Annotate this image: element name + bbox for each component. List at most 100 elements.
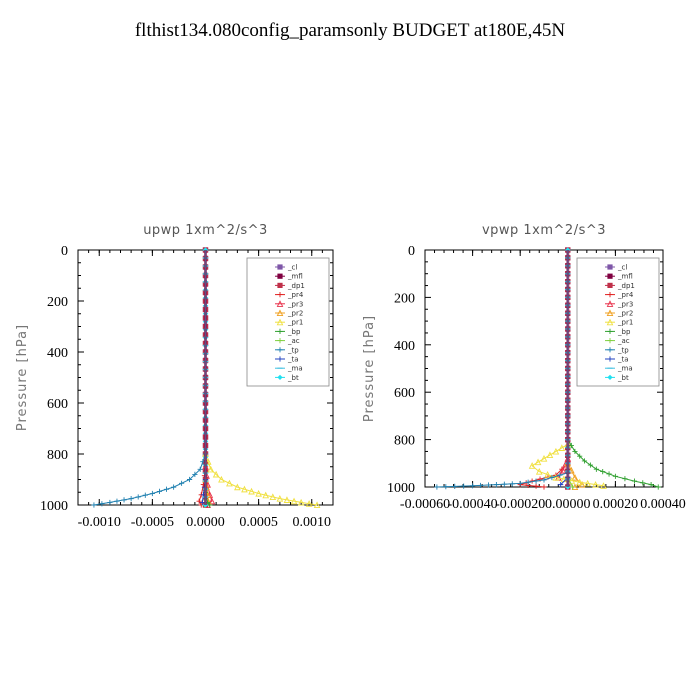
data-point [297,498,305,506]
data-point [525,479,531,485]
data-point [569,484,576,490]
data-point [587,462,594,468]
data-point [571,473,579,481]
data-point [631,478,638,484]
series-tp [434,470,571,490]
data-point [546,451,554,459]
data-point [135,494,141,500]
legend-marker [277,347,283,353]
data-point [577,453,583,459]
y-tick-label: 200 [394,291,415,306]
data-point [593,466,599,472]
data-point [549,474,555,481]
x-tick-label: -0.00020 [495,497,545,512]
data-point [552,447,560,455]
data-point [648,482,654,488]
data-point [533,478,539,484]
legend-label: _bp [617,328,631,336]
legend-label: _pr1 [617,319,633,327]
data-point [540,454,548,462]
chart-panel-1: upwp 1xm^2/s^3 Pressure [hPa] 0 200 400 600 80… [15,223,334,530]
x-tick-label: 0.0000 [186,515,225,530]
legend-label: _bp [287,328,301,336]
legend-label: _pr4 [617,291,634,299]
data-point [606,471,612,477]
data-point [114,498,120,504]
data-point [541,484,547,490]
data-point [276,495,284,502]
data-point [156,488,163,494]
data-point [612,473,618,479]
data-point [528,462,536,469]
data-point [234,483,241,491]
legend-item: _tp [605,346,629,354]
data-point [99,501,105,507]
data-point [212,470,220,478]
y-axis-label: Pressure [hPa] [15,324,30,431]
legend-marker [277,292,283,298]
data-point [568,442,574,449]
data-point [533,483,539,489]
data-point [584,479,591,487]
legend-item: _pr3 [605,300,633,308]
legend-marker [606,318,614,326]
data-point [568,477,576,484]
legend-label: _pr1 [287,319,303,327]
legend-label: _bt [617,374,629,382]
legend-item: _bp [605,328,631,336]
legend-label: _cl [287,264,297,272]
y-axis-label: Pressure [hPa] [362,315,377,422]
data-point [534,458,542,466]
legend-label: _mfl [287,273,303,281]
legend-item: _dp1 [275,282,305,290]
x-tick-label: 0.0010 [293,515,332,530]
legend-label: _pr2 [287,310,303,318]
legend-item: _tp [275,346,299,354]
legend-marker [607,264,613,270]
legend-item: _pr3 [275,300,303,308]
data-point [552,473,560,481]
y-tick-label: 800 [47,448,68,463]
legend-item: _pr4 [275,291,304,299]
x-tick-label: 0.0005 [239,515,278,530]
legend-label: _ac [287,337,300,345]
legend-item: _bt [605,374,629,382]
legend-label: _ma [617,365,633,373]
legend-label: _ac [617,337,630,345]
data-point [581,458,588,464]
data-point [197,466,203,472]
legend-label: _pr2 [617,310,633,318]
y-tick-label: 200 [47,295,68,310]
data-point [196,498,202,504]
data-point [477,482,484,489]
legend-label: _ta [287,356,299,364]
data-point [255,489,262,497]
legend-marker [277,374,283,380]
data-point [142,492,148,498]
series-line [567,439,659,488]
legend-marker [607,347,613,353]
legend-marker [277,273,283,279]
data-point [544,470,551,478]
legend-item: _dp1 [605,282,635,290]
legend-item: _cl [275,264,297,272]
data-point [509,481,515,487]
legend-label: _pr3 [287,300,303,308]
legend-item: _cl [605,264,627,272]
legend-label: _pr3 [617,300,633,308]
data-point [208,497,216,505]
legend-item: _ac [605,337,630,345]
legend-marker [607,374,613,380]
legend-item: _bt [275,374,299,382]
legend-item: _pr2 [275,309,303,318]
legend-marker [607,328,613,334]
legend-label: _pr4 [287,291,304,299]
data-point [290,497,298,505]
legend-marker [277,264,283,270]
data-point [568,466,575,474]
legend-box [246,257,330,387]
data-point [283,496,291,503]
y-tick-label: 600 [394,386,415,401]
legend-label: _dp1 [287,282,305,290]
